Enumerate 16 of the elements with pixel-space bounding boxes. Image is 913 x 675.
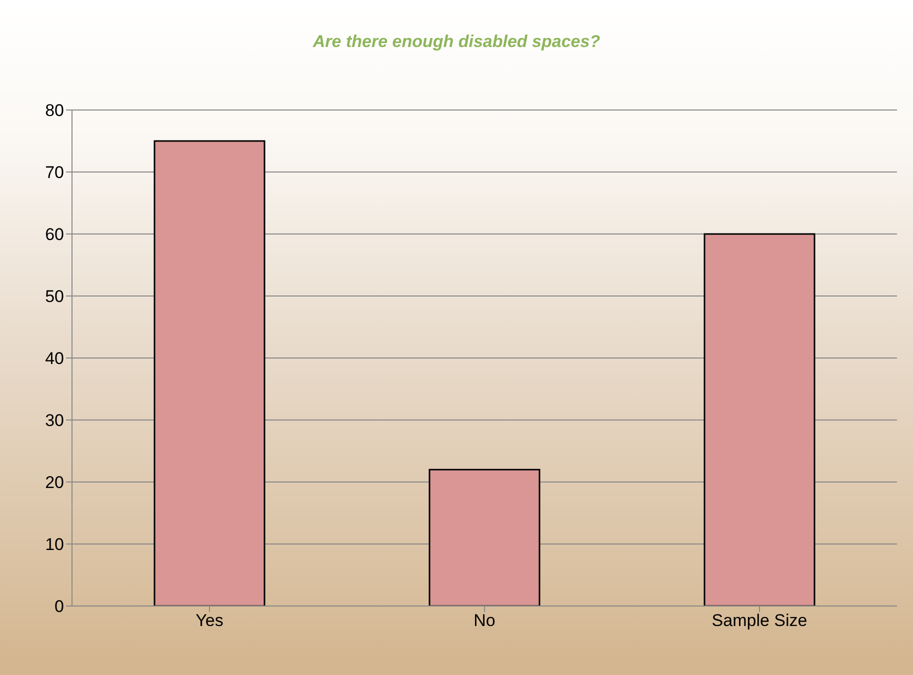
- x-tick-label: Sample Size: [712, 611, 808, 630]
- y-tick-label: 70: [45, 163, 64, 182]
- y-tick-label: 40: [45, 349, 64, 368]
- x-tick-label: Yes: [196, 611, 224, 630]
- y-tick-label: 30: [45, 411, 64, 430]
- bar: [428, 468, 540, 606]
- y-tick-label: 80: [45, 101, 64, 120]
- bar: [154, 140, 266, 606]
- y-tick-label: 60: [45, 225, 64, 244]
- y-tick-label: 10: [45, 535, 64, 554]
- x-tick-label: No: [474, 611, 496, 630]
- y-tick-label: 0: [54, 597, 64, 616]
- bar: [704, 233, 816, 606]
- chart-title: Are there enough disabled spaces?: [312, 32, 602, 52]
- y-tick-label: 20: [45, 473, 64, 492]
- y-tick-label: 50: [45, 287, 64, 306]
